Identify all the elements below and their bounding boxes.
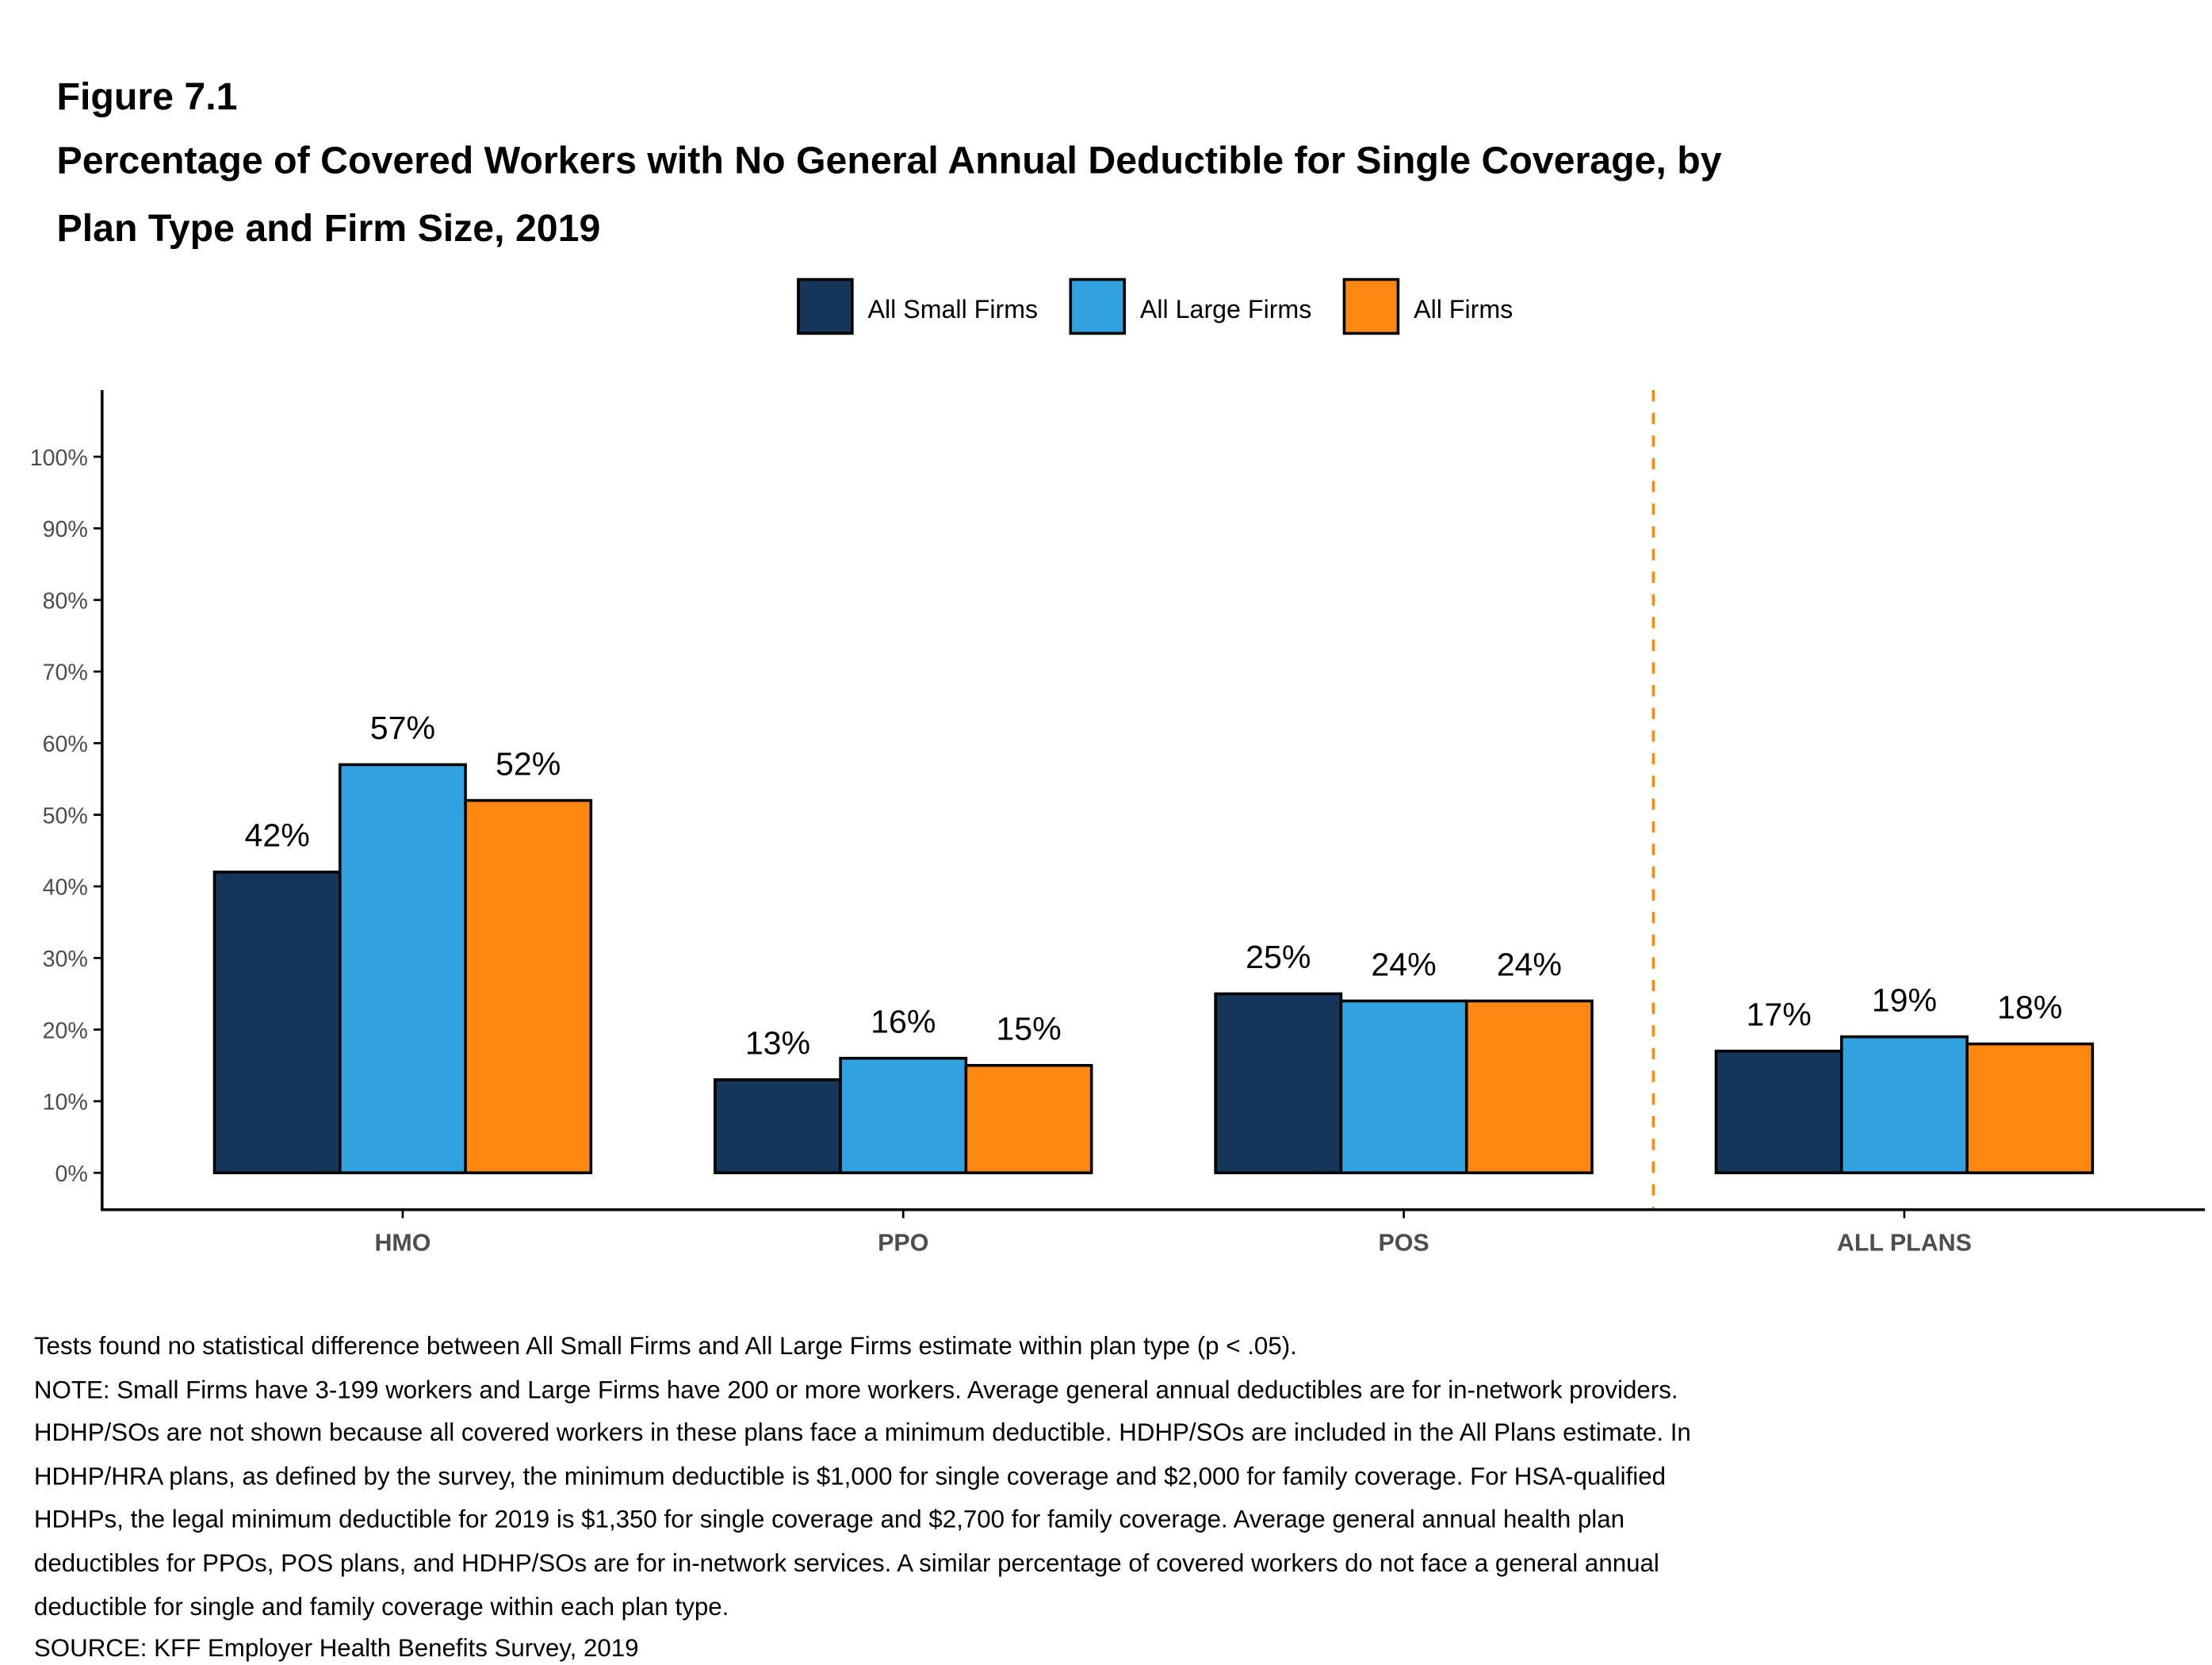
data-label: 24% — [1497, 946, 1562, 982]
bars: 42% 57% 52% 13% 16% 15% 25% 24% 24% 17% 19% 18% — [212, 710, 2095, 1175]
bar — [714, 1078, 842, 1175]
bar — [1839, 1035, 1969, 1175]
y-tick-label: 20% — [43, 1018, 88, 1043]
bar — [212, 871, 342, 1175]
chart-title-line-1: Percentage of Covered Workers with No Ge… — [57, 139, 1722, 182]
y-tick-label: 0% — [55, 1162, 88, 1187]
data-label: 25% — [1246, 939, 1311, 975]
bar — [1464, 999, 1594, 1175]
axes: 0% 10% 20% 30% 40% 50% 60% 70% 80% 90% 100% HMO PPO P… — [30, 390, 2206, 1257]
bar — [1965, 1042, 2095, 1175]
x-tick-label: ALL PLANS — [1837, 1230, 1972, 1257]
legend-label: All Firms — [1414, 295, 1513, 323]
data-label: 17% — [1746, 996, 1811, 1032]
bar — [464, 798, 593, 1175]
data-label: 19% — [1872, 982, 1937, 1018]
footnote-line: NOTE: Small Firms have 3-199 workers and… — [34, 1376, 1678, 1404]
footnote-line: HDHP/SOs are not shown because all cover… — [34, 1418, 1691, 1446]
y-tick-label: 40% — [43, 875, 88, 901]
data-label: 16% — [871, 1004, 936, 1040]
footnote-line: HDHP/HRA plans, as defined by the survey… — [34, 1463, 1666, 1491]
legend-label: All Small Firms — [868, 295, 1039, 323]
legend-swatch — [1342, 278, 1400, 335]
legend-label: All Large Firms — [1140, 295, 1311, 323]
x-tick-label: POS — [1378, 1230, 1429, 1257]
footnote-line: HDHPs, the legal minimum deductible for … — [34, 1505, 1625, 1533]
footnote-line: Tests found no statistical difference be… — [34, 1332, 1297, 1360]
y-tick-label: 70% — [43, 660, 88, 686]
data-label: 18% — [1997, 989, 2062, 1025]
footnotes: Tests found no statistical difference be… — [34, 1332, 1691, 1662]
bar — [839, 1056, 968, 1175]
y-tick-label: 90% — [43, 517, 88, 542]
figure-label: Figure 7.1 — [57, 75, 238, 118]
bar — [1214, 992, 1343, 1175]
y-tick-label: 30% — [43, 947, 88, 972]
data-label: 42% — [244, 817, 309, 854]
data-label: 57% — [370, 710, 435, 746]
legend-swatch — [797, 278, 854, 335]
bar — [964, 1063, 1093, 1175]
data-label: 13% — [745, 1025, 810, 1062]
footnote-line: deductibles for PPOs, POS plans, and HDH… — [34, 1549, 1659, 1577]
data-label: 52% — [496, 745, 561, 782]
y-tick-label: 100% — [30, 446, 88, 471]
footnote-line: deductible for single and family coverag… — [34, 1593, 729, 1621]
x-tick-label: HMO — [374, 1230, 431, 1257]
bar — [338, 763, 467, 1175]
y-tick-label: 60% — [43, 732, 88, 757]
bar — [1714, 1049, 1843, 1175]
y-tick-label: 80% — [43, 588, 88, 614]
data-label: 15% — [996, 1011, 1061, 1047]
x-tick-label: PPO — [878, 1230, 928, 1257]
bar — [1339, 999, 1468, 1175]
chart-title-line-2: Plan Type and Firm Size, 2019 — [57, 207, 601, 250]
legend-swatch — [1069, 278, 1127, 335]
source-note: SOURCE: KFF Employer Health Benefits Sur… — [34, 1634, 639, 1662]
data-label: 24% — [1371, 946, 1436, 982]
y-tick-label: 10% — [43, 1090, 88, 1116]
legend: All Small Firms All Large Firms All Firms — [797, 278, 1513, 335]
y-tick-label: 50% — [43, 803, 88, 829]
